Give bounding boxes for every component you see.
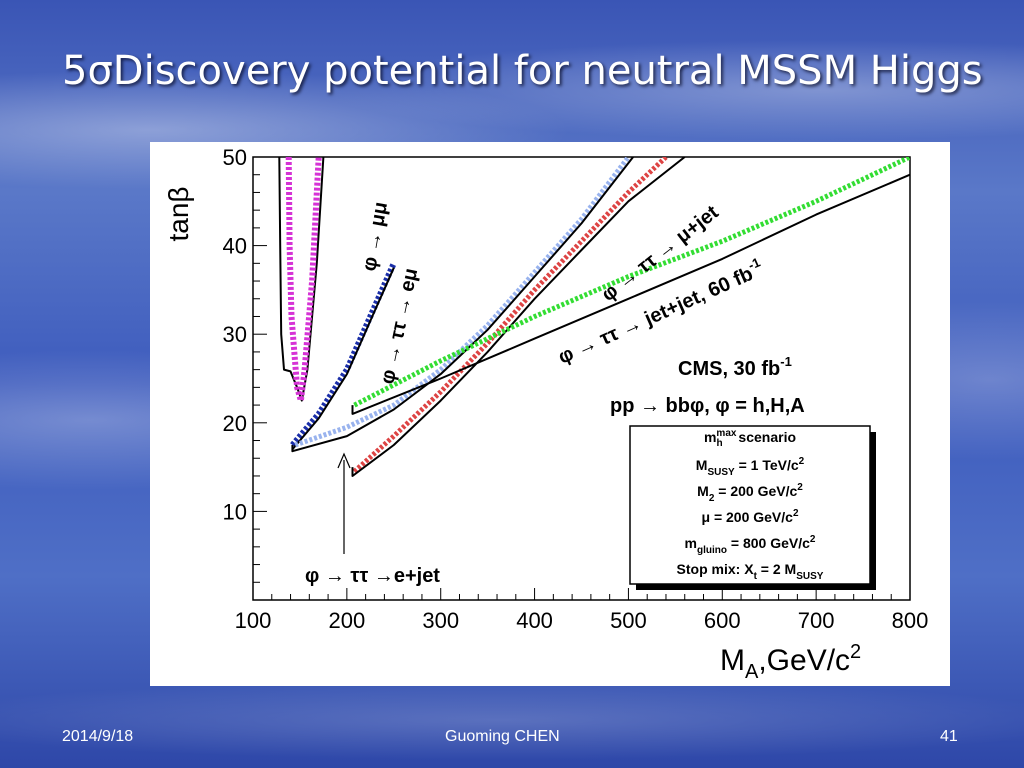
scenario-line-5: mgluino = 800 GeV/c2 (685, 534, 816, 556)
process-label: pp → bbφ, φ = h,H,A (610, 395, 805, 417)
cms-label: CMS, 30 fb-1 (678, 354, 792, 380)
scenario-line-4: μ = 200 GeV/c2 (701, 508, 798, 525)
x-tick-label: 200 (328, 608, 365, 633)
series-curve-4 (294, 157, 631, 448)
chart-panel: 100 200 300 400 500 600 700 800 10 20 30 40 50 tanβ … (150, 142, 950, 686)
footer-author: Guoming CHEN (445, 728, 560, 745)
series-curve-1 (285, 157, 322, 404)
x-tick-label: 100 (235, 608, 272, 633)
series-curve-3 (291, 267, 395, 451)
scenario-line-3: M2 = 200 GeV/c2 (697, 482, 803, 504)
annotation-ejet: φ → ττ →e+jet (305, 565, 440, 587)
y-tick-label: 20 (223, 411, 247, 436)
footer-page-number: 41 (940, 728, 958, 745)
scenario-line-2: MSUSY = 1 TeV/c2 (696, 456, 805, 478)
plot-frame (252, 156, 911, 601)
series-curve-9 (351, 173, 910, 415)
slide-title: 5σDiscovery potential for neutral MSSM H… (62, 48, 983, 94)
series-curve-7 (351, 157, 686, 477)
annotation-jetjet: φ → ττ → jet+jet, 60 fb-1 (553, 254, 766, 368)
x-tick-label: 500 (610, 608, 647, 633)
x-tick-label: 800 (892, 608, 929, 633)
scenario-line-1: mmax h scenario (704, 428, 796, 449)
series-curve-6 (352, 157, 668, 474)
series-curve-5 (291, 157, 634, 453)
scenario-box (629, 425, 871, 585)
y-tick-label: 40 (223, 234, 247, 259)
y-tick-label: 10 (223, 499, 247, 524)
x-tick-label: 700 (798, 608, 835, 633)
footer-date: 2014/9/18 (62, 728, 134, 745)
ejet-arrowhead (337, 452, 351, 469)
series-curve-8 (353, 157, 910, 408)
annotation-mumu: φ → μμ (358, 200, 392, 273)
y-axis-label: tanβ (163, 186, 194, 241)
x-tick-label: 400 (516, 608, 553, 633)
y-tick-label: 30 (223, 322, 247, 347)
scenario-line-6: Stop mix: Xt = 2 MSUSY (677, 561, 824, 582)
x-tick-label: 600 (704, 608, 741, 633)
series-curve-2 (290, 262, 397, 447)
y-tick-label: 50 (223, 145, 247, 170)
x-tick-label: 300 (422, 608, 459, 633)
x-axis-label: MA,GeV/c2 (720, 641, 861, 683)
